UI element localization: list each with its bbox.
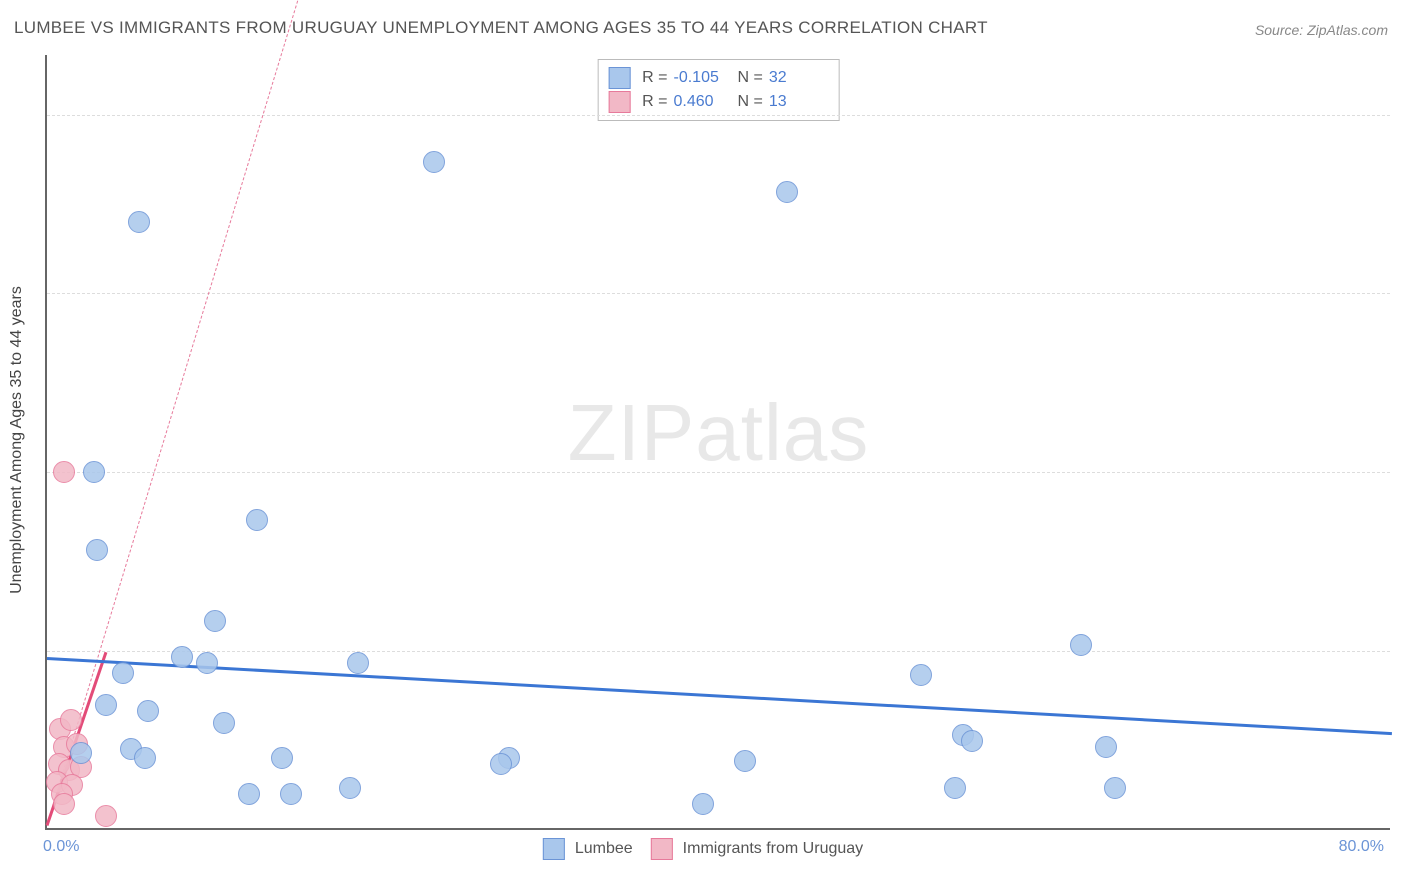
stats-row-lumbee: R = -0.105 N = 32 bbox=[608, 66, 825, 90]
lumbee-point bbox=[70, 742, 92, 764]
lumbee-point bbox=[86, 539, 108, 561]
trend-line bbox=[47, 657, 1392, 735]
lumbee-point bbox=[171, 646, 193, 668]
uruguay-point bbox=[53, 461, 75, 483]
legend-item-lumbee: Lumbee bbox=[543, 838, 633, 860]
lumbee-point bbox=[246, 509, 268, 531]
legend-label: Lumbee bbox=[575, 840, 633, 858]
lumbee-point bbox=[961, 730, 983, 752]
lumbee-point bbox=[128, 211, 150, 233]
stats-row-uruguay: R = 0.460 N = 13 bbox=[608, 90, 825, 114]
n-label: N = bbox=[738, 90, 763, 114]
r-value: -0.105 bbox=[674, 66, 730, 90]
n-label: N = bbox=[738, 66, 763, 90]
r-value: 0.460 bbox=[674, 90, 730, 114]
uruguay-point bbox=[53, 793, 75, 815]
x-tick-label: 80.0% bbox=[1339, 838, 1384, 856]
lumbee-point bbox=[910, 664, 932, 686]
gridline: 30.0% bbox=[47, 472, 1390, 473]
lumbee-point bbox=[204, 610, 226, 632]
source-name: ZipAtlas.com bbox=[1307, 22, 1388, 38]
lumbee-point bbox=[95, 694, 117, 716]
lumbee-point bbox=[347, 652, 369, 674]
lumbee-point bbox=[423, 151, 445, 173]
lumbee-point bbox=[238, 783, 260, 805]
x-tick-label: 0.0% bbox=[43, 838, 79, 856]
n-value: 13 bbox=[769, 90, 825, 114]
gridline: 60.0% bbox=[47, 115, 1390, 116]
trend-line bbox=[47, 0, 300, 825]
y-tick-label: 30.0% bbox=[1398, 464, 1406, 482]
plot-area: ZIPatlas R = -0.105 N = 32 R = 0.460 N = 13… bbox=[45, 55, 1390, 830]
watermark-zip: ZIP bbox=[568, 387, 695, 476]
stats-legend-box: R = -0.105 N = 32 R = 0.460 N = 13 bbox=[597, 59, 840, 121]
lumbee-point bbox=[196, 652, 218, 674]
swatch-lumbee bbox=[543, 838, 565, 860]
gridline: 45.0% bbox=[47, 293, 1390, 294]
source-credit: Source: ZipAtlas.com bbox=[1255, 22, 1388, 38]
r-label: R = bbox=[642, 90, 667, 114]
swatch-uruguay bbox=[651, 838, 673, 860]
watermark: ZIPatlas bbox=[568, 386, 869, 478]
series-legend: Lumbee Immigrants from Uruguay bbox=[543, 838, 863, 860]
chart-title: LUMBEE VS IMMIGRANTS FROM URUGUAY UNEMPL… bbox=[14, 18, 988, 38]
lumbee-point bbox=[137, 700, 159, 722]
y-tick-label: 15.0% bbox=[1398, 643, 1406, 661]
lumbee-point bbox=[271, 747, 293, 769]
r-label: R = bbox=[642, 66, 667, 90]
n-value: 32 bbox=[769, 66, 825, 90]
lumbee-point bbox=[213, 712, 235, 734]
swatch-uruguay bbox=[608, 91, 630, 113]
swatch-lumbee bbox=[608, 67, 630, 89]
lumbee-point bbox=[1070, 634, 1092, 656]
lumbee-point bbox=[112, 662, 134, 684]
legend-label: Immigrants from Uruguay bbox=[683, 840, 864, 858]
lumbee-point bbox=[83, 461, 105, 483]
gridline: 15.0% bbox=[47, 651, 1390, 652]
lumbee-point bbox=[1104, 777, 1126, 799]
lumbee-point bbox=[734, 750, 756, 772]
y-axis-title: Unemployment Among Ages 35 to 44 years bbox=[8, 286, 26, 594]
lumbee-point bbox=[776, 181, 798, 203]
legend-item-uruguay: Immigrants from Uruguay bbox=[651, 838, 864, 860]
lumbee-point bbox=[280, 783, 302, 805]
y-tick-label: 45.0% bbox=[1398, 285, 1406, 303]
lumbee-point bbox=[490, 753, 512, 775]
uruguay-point bbox=[95, 805, 117, 827]
watermark-atlas: atlas bbox=[695, 387, 869, 476]
y-tick-label: 60.0% bbox=[1398, 107, 1406, 125]
uruguay-point bbox=[60, 709, 82, 731]
lumbee-point bbox=[1095, 736, 1117, 758]
lumbee-point bbox=[339, 777, 361, 799]
lumbee-point bbox=[692, 793, 714, 815]
lumbee-point bbox=[134, 747, 156, 769]
source-label: Source: bbox=[1255, 22, 1307, 38]
lumbee-point bbox=[944, 777, 966, 799]
